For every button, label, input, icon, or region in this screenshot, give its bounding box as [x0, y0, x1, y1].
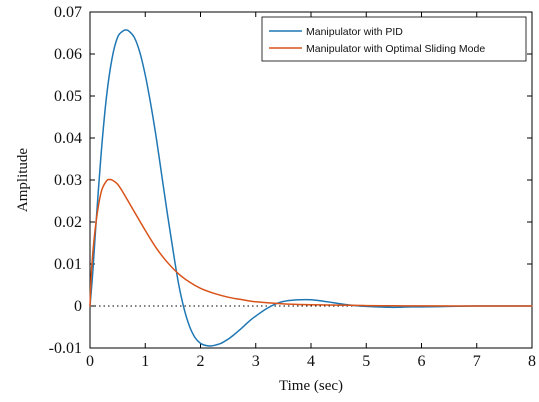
legend-label-pid: Manipulator with PID	[306, 26, 403, 38]
y-tick-label: 0.06	[54, 46, 82, 63]
x-tick-label: 1	[141, 353, 149, 370]
axis-tick-labels: 0 1 2 3 4 5 6 7 8-0.0100.010.020.030.040.050.060…	[49, 4, 536, 370]
series-line-pid	[89, 29, 533, 347]
x-tick-label: 6	[418, 353, 426, 370]
legend: Manipulator with PID Manipulator with Op…	[261, 16, 527, 62]
y-tick-label: 0.05	[54, 88, 82, 105]
plot-area	[89, 11, 533, 349]
x-tick-label: 7	[473, 353, 481, 370]
series-lines	[89, 29, 533, 347]
y-tick-label: 0.03	[54, 172, 82, 189]
y-tick-label: 0.01	[54, 256, 82, 273]
x-tick-label: 5	[362, 353, 370, 370]
x-tick-label: 3	[252, 353, 260, 370]
x-axis-label: Time (sec)	[279, 378, 343, 394]
x-tick-label: 0	[86, 353, 94, 370]
y-axis-label: Amplitude	[15, 148, 31, 213]
x-tick-label: 2	[197, 353, 205, 370]
y-tick-label: 0	[74, 298, 82, 315]
y-tick-label: 0.02	[54, 214, 82, 231]
series-line-sliding-mode	[89, 178, 533, 307]
x-tick-label: 4	[307, 353, 315, 370]
x-tick-label: 8	[528, 353, 536, 370]
legend-box	[261, 16, 527, 62]
y-tick-label: 0.07	[54, 4, 82, 21]
legend-label-sliding-mode: Manipulator with Optimal Sliding Mode	[306, 43, 485, 55]
y-tick-label: 0.04	[54, 130, 82, 147]
y-tick-label: -0.01	[49, 340, 82, 357]
